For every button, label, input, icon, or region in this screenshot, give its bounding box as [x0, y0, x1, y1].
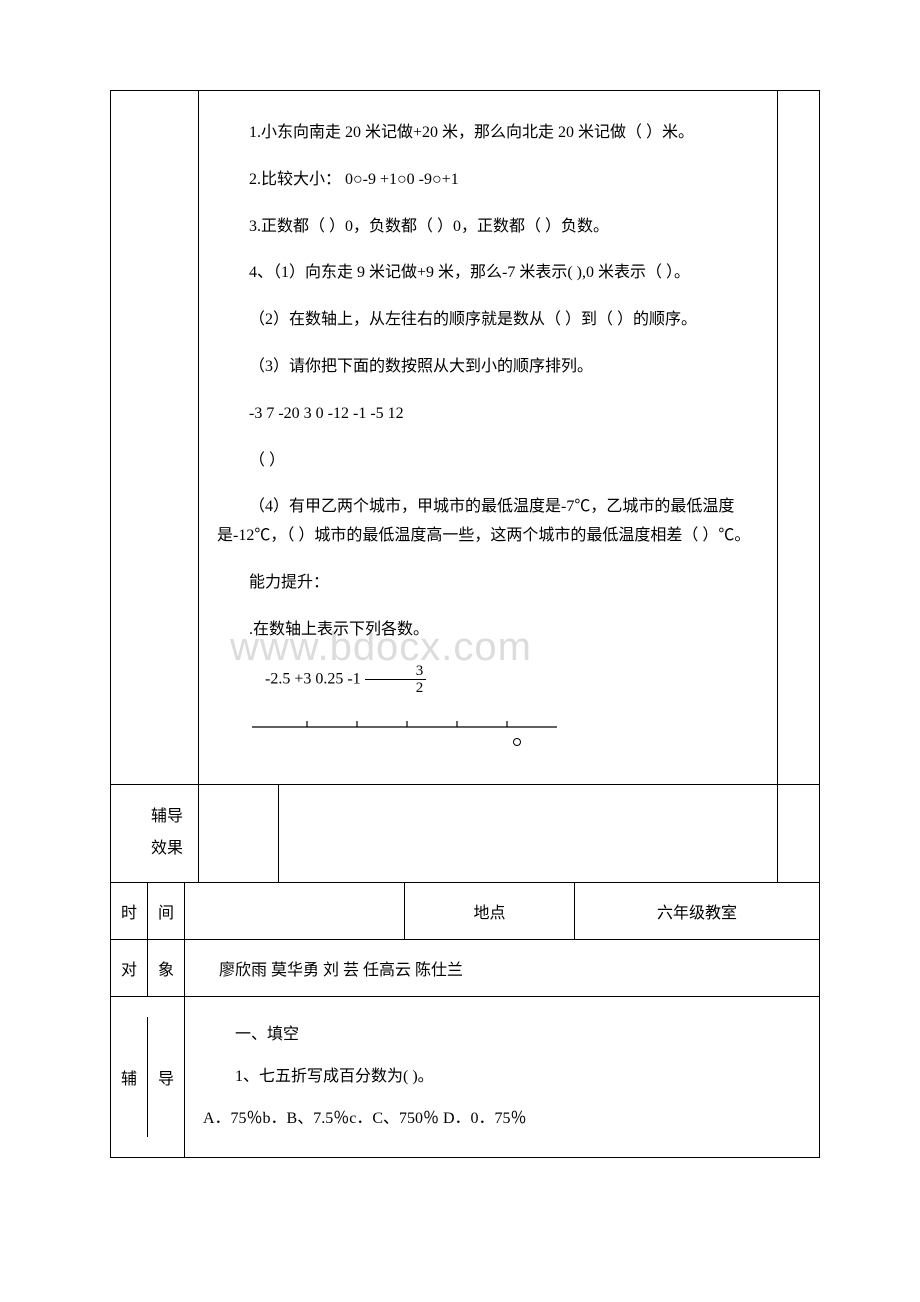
- question-2: 2.比较大小： 0○-9 +1○0 -9○+1: [217, 166, 759, 195]
- right-narrow-cell: [778, 91, 820, 785]
- question-4-3: （3）请你把下面的数按照从大到小的顺序排列。: [217, 353, 759, 382]
- table-row: 时 间 地点 六年级教室: [111, 883, 820, 940]
- row-label-1: 辅导: [119, 803, 190, 832]
- footer-r2-c1a: 对: [111, 940, 148, 996]
- table-row: 对 象 廖欣雨 莫华勇 刘 芸 任高云 陈仕兰: [111, 940, 820, 997]
- footer-r1-label: 时 间: [111, 883, 185, 940]
- empty-cell-3: [778, 784, 820, 883]
- footer-r3-content: 一、填空 1、七五折写成百分数为( )。 A．75％b．B、7.5％c．C、75…: [185, 997, 820, 1158]
- footer-r2-c1b: 象: [148, 940, 184, 996]
- footer-r1-c2: [185, 883, 405, 940]
- row-label-cell: 辅导 效果: [111, 784, 199, 883]
- footer-r3-line1: 一、填空: [203, 1019, 801, 1051]
- fraction-num: 3: [365, 663, 427, 681]
- question-1: 1.小东向南走 20 米记做+20 米，那么向北走 20 米记做（ ）米。: [217, 119, 759, 148]
- fraction: 3 2: [365, 663, 427, 697]
- footer-table: 时 间 地点 六年级教室 对 象 廖欣雨 莫华勇 刘 芸 任高云 陈仕兰: [110, 882, 820, 1158]
- question-4-1: 4、（1）向东走 9 米记做+9 米，那么-7 米表示( ),0 米表示（ ）。: [217, 259, 759, 288]
- empty-cell-2: [279, 784, 778, 883]
- question-4-4: （4）有甲乙两个城市，甲城市的最低温度是-7℃，乙城市的最低温度是-12℃，（ …: [217, 493, 759, 551]
- footer-r2-label: 对 象: [111, 940, 185, 997]
- empty-cell-1: [199, 784, 279, 883]
- footer-r1-c3: 地点: [405, 883, 575, 940]
- fraction-den: 2: [365, 680, 427, 697]
- page-container: 1.小东向南走 20 米记做+20 米，那么向北走 20 米记做（ ）米。 2.…: [0, 0, 920, 1218]
- footer-r3-line3: A．75％b．B、7.5％c．C、750％ D．0．75％: [203, 1103, 801, 1135]
- footer-r3-label: 辅 导: [111, 997, 185, 1158]
- question-4-3-nums: -3 7 -20 3 0 -12 -1 -5 12: [217, 400, 759, 429]
- footer-r3-c1a: 辅: [111, 1017, 148, 1137]
- number-line-diagram: [247, 715, 759, 755]
- question-3: 3.正数都（ ）0，负数都（ ）0，正数都（ ）负数。: [217, 213, 759, 242]
- footer-r3-c1b: 导: [148, 1017, 184, 1137]
- footer-r1-c1a: 时: [111, 883, 148, 939]
- footer-r2-content: 廖欣雨 莫华勇 刘 芸 任高云 陈仕兰: [185, 940, 820, 997]
- number-line-svg: [247, 715, 567, 750]
- question-4-3-blank: （ ）: [217, 447, 759, 476]
- footer-r2-text: 廖欣雨 莫华勇 刘 芸 任高云 陈仕兰: [219, 962, 463, 979]
- main-table: 1.小东向南走 20 米记做+20 米，那么向北走 20 米记做（ ）米。 2.…: [110, 90, 820, 883]
- nl-numbers-text: -2.5 +3 0.25 -1: [265, 670, 365, 687]
- number-line-nums: -2.5 +3 0.25 -1 3 2: [217, 663, 759, 697]
- table-row: 辅 导 一、填空 1、七五折写成百分数为( )。 A．75％b．B、7.5％c．…: [111, 997, 820, 1158]
- footer-r1-c4: 六年级教室: [575, 883, 820, 940]
- questions-cell: 1.小东向南走 20 米记做+20 米，那么向北走 20 米记做（ ）米。 2.…: [199, 91, 778, 785]
- number-line-title: .在数轴上表示下列各数。: [217, 616, 759, 645]
- row-label-2: 效果: [119, 835, 190, 864]
- question-4-2: （2）在数轴上，从左往右的顺序就是数从（ ）到（ ）的顺序。: [217, 306, 759, 335]
- left-label-cell: [111, 91, 199, 785]
- ability-up-label: 能力提升：: [217, 569, 759, 598]
- footer-r3-line2: 1、七五折写成百分数为( )。: [203, 1061, 801, 1093]
- footer-r1-c1b: 间: [148, 883, 184, 939]
